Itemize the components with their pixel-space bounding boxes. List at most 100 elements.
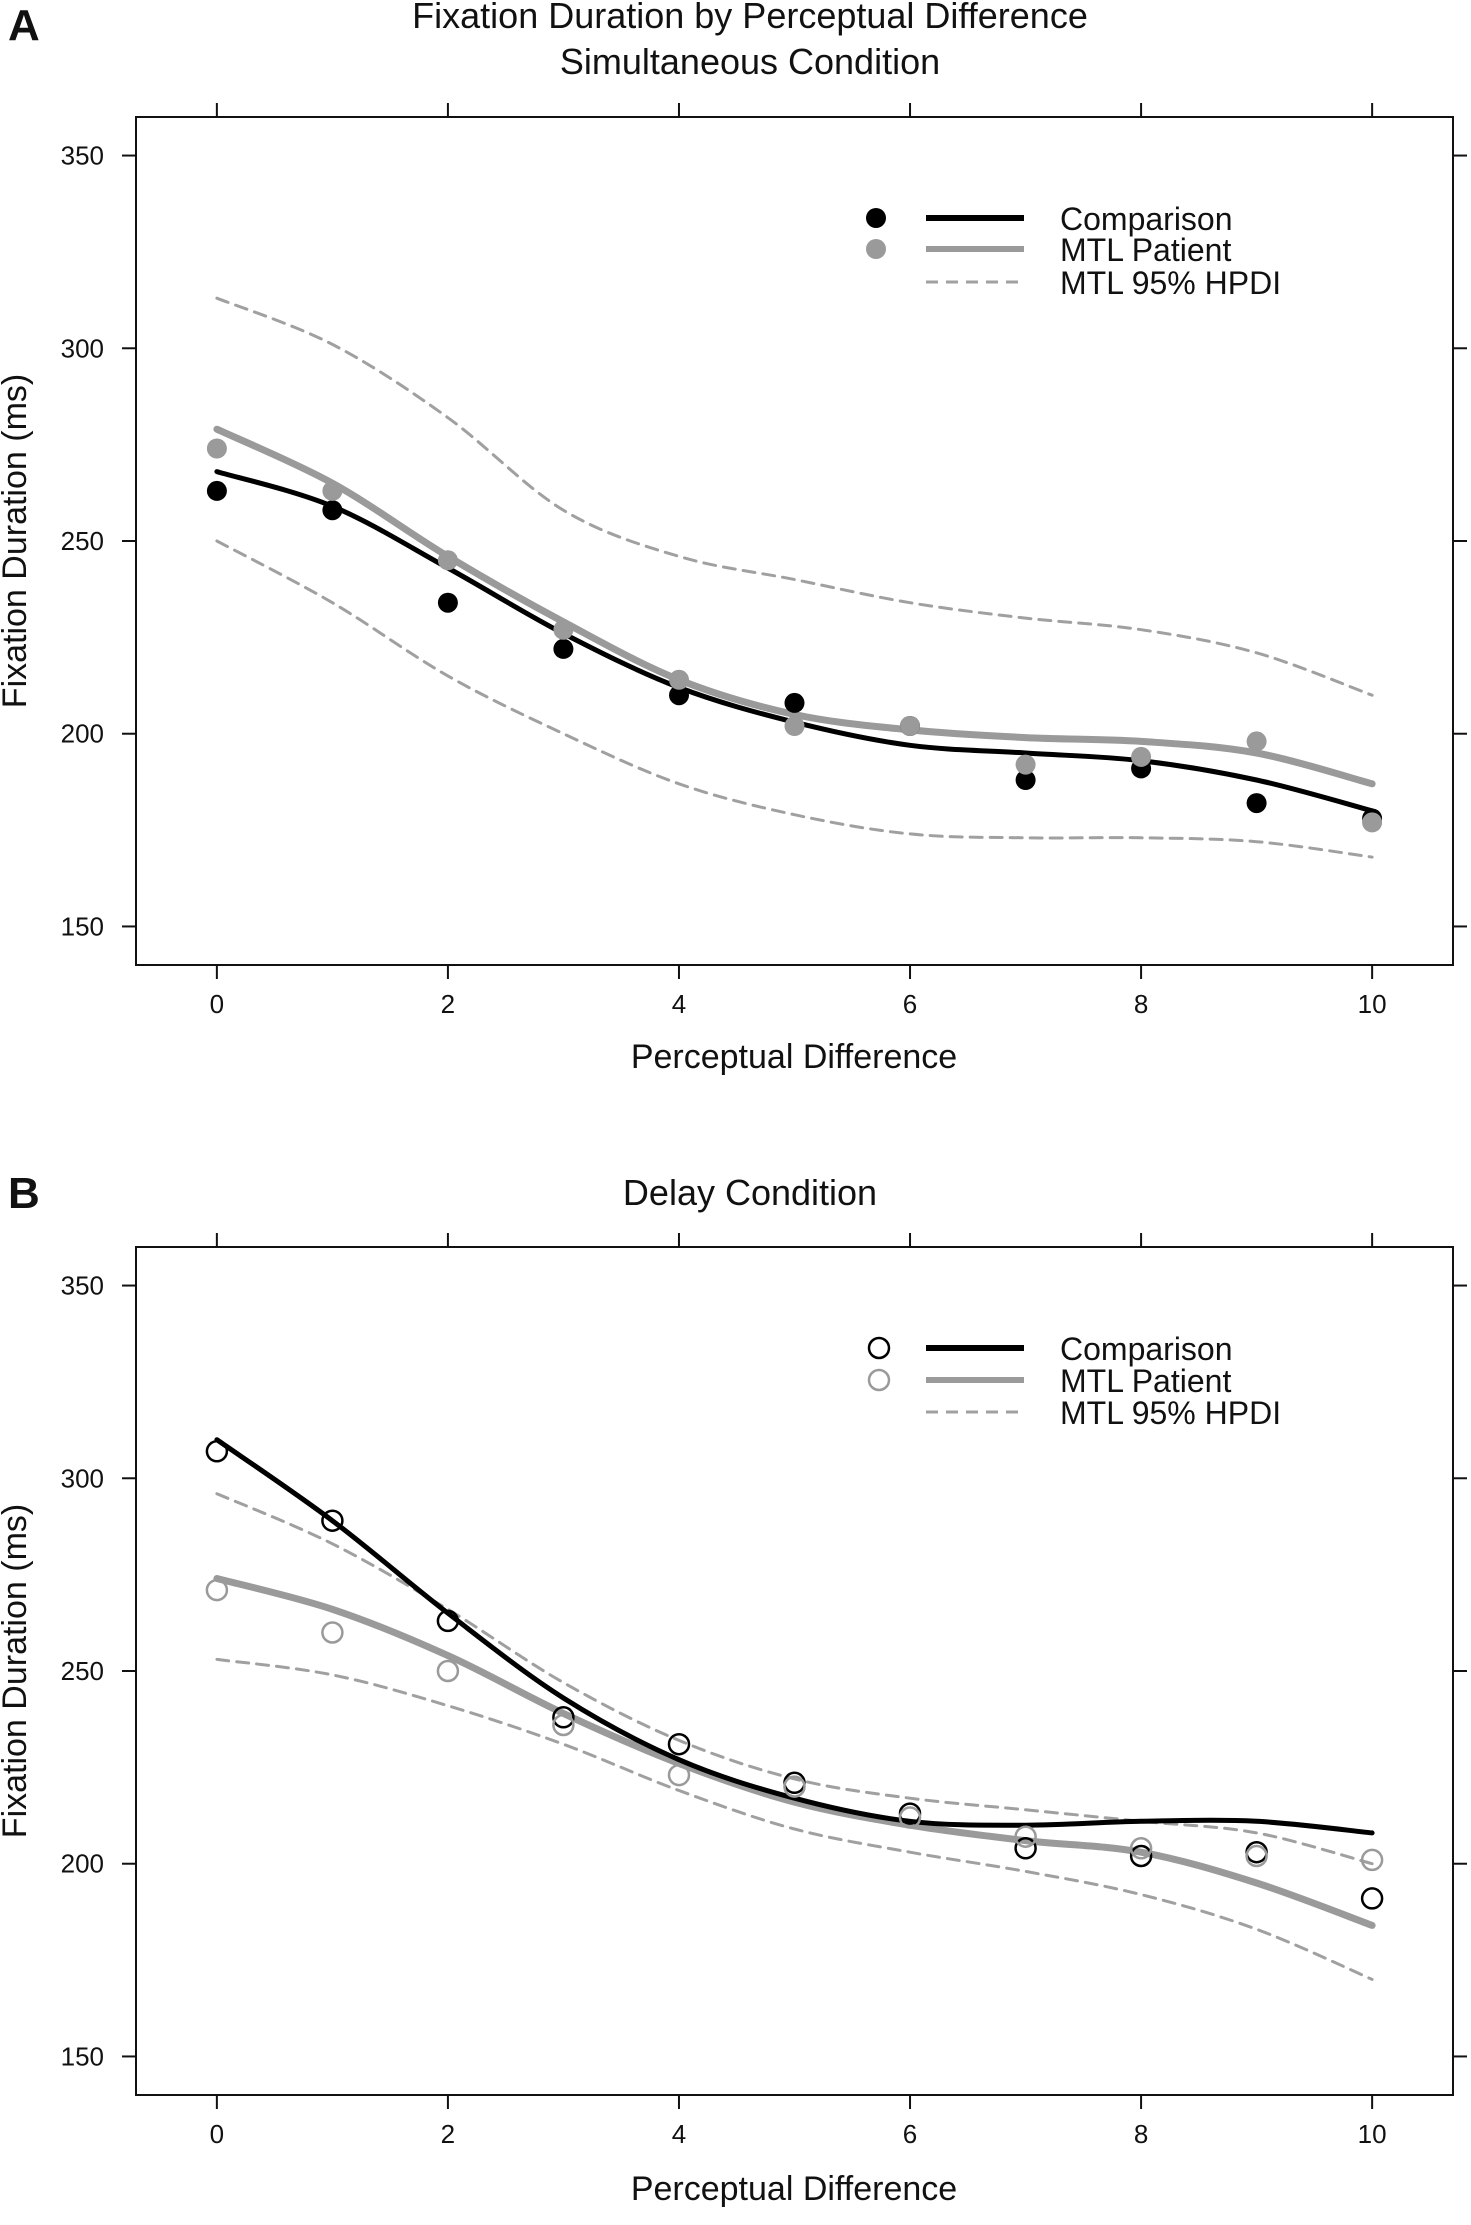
panel-a-title-line-2: Simultaneous Condition xyxy=(560,41,940,82)
panel-b: B Delay Condition 0 2 4 6 8 10 150 200 2… xyxy=(0,1169,1467,2208)
panel-a-y-tick-label-200: 200 xyxy=(61,719,104,749)
panel-b-curve-comparison xyxy=(214,1437,1375,1836)
panel-a-y-tick-label-250: 250 xyxy=(61,526,104,556)
panel-b-mtl-point-0 xyxy=(205,1578,229,1602)
panel-b-curve-mtl-95-hpdi-upper xyxy=(215,1492,1374,1866)
panel-a-comparison-point-2 xyxy=(437,592,458,613)
panel-b-mtl-point-7 xyxy=(1014,1825,1037,1848)
panel-a-mtl-point-8 xyxy=(1131,746,1152,767)
panel-a-legend: Comparison MTL Patient MTL 95% HPDI xyxy=(866,201,1281,301)
panel-a-curve-mtl-95-hpdi-upper xyxy=(215,296,1374,697)
panel-b-comparison-point-2 xyxy=(436,1609,460,1633)
panel-b-x-tick-label-8: 8 xyxy=(1134,2119,1148,2149)
panel-b-ticks xyxy=(122,1233,1467,2109)
panel-a-curves xyxy=(213,296,1376,859)
panel-a-comparison-point-4 xyxy=(669,685,689,706)
panel-b-y-tick-label-200: 200 xyxy=(61,1849,104,1879)
panel-b-curve-mtl-patient xyxy=(213,1575,1376,1929)
panel-a-y-axis-label: Fixation Duration (ms) xyxy=(0,374,34,708)
panel-b-legend-comparison-marker xyxy=(867,1336,891,1360)
panel-a-mtl-point-4 xyxy=(669,669,689,690)
panel-a-mtl-point-10 xyxy=(1362,812,1383,833)
panel-b-title-line-1: Delay Condition xyxy=(623,1172,877,1213)
panel-a-mtl-point-6 xyxy=(900,716,920,736)
panel-a-comparison-point-7 xyxy=(1015,770,1036,790)
panel-a-curve-mtl-patient xyxy=(213,425,1376,788)
panel-a-plot-frame xyxy=(135,116,1454,966)
panel-b-mtl-point-5 xyxy=(783,1775,806,1798)
panel-b-comparison-point-1 xyxy=(321,1509,344,1532)
panel-a-x-tick-label-4: 4 xyxy=(672,989,686,1019)
panel-b-y-tick-label-150: 150 xyxy=(61,2041,104,2071)
panel-b-y-tick-label-350: 350 xyxy=(61,1271,104,1301)
panel-b-y-tick-labels: 150 200 250 300 350 xyxy=(61,1271,104,2072)
panel-b-points xyxy=(205,1440,1384,1910)
panel-b-legend-mtl-marker xyxy=(867,1368,891,1392)
panel-b-mtl-point-3 xyxy=(552,1713,575,1737)
panel-b-x-tick-label-6: 6 xyxy=(903,2119,917,2149)
panel-b-legend: Comparison MTL Patient MTL 95% HPDI xyxy=(867,1331,1281,1431)
panel-a-comparison-point-5 xyxy=(784,692,805,713)
panel-b-mtl-point-6 xyxy=(898,1806,922,1829)
panel-a-x-tick-label-2: 2 xyxy=(441,989,455,1019)
panel-b-mtl-point-4 xyxy=(667,1763,691,1787)
panel-b-mtl-point-8 xyxy=(1129,1837,1153,1860)
panel-a-ticks xyxy=(122,103,1467,979)
panel-b-comparison-point-0 xyxy=(205,1440,229,1463)
panel-a-legend-mtl-marker xyxy=(866,239,886,259)
panel-a-points xyxy=(206,438,1383,833)
panel-b-comparison-point-4 xyxy=(667,1732,691,1756)
panel-a-x-tick-label-0: 0 xyxy=(210,989,224,1019)
panel-a-mtl-point-2 xyxy=(437,550,458,571)
panel-a-comparison-point-3 xyxy=(553,638,574,659)
panel-a-legend-mtl-label: MTL Patient xyxy=(1060,232,1231,268)
panel-b-comparison-point-7 xyxy=(1014,1837,1037,1860)
panel-b-y-tick-label-300: 300 xyxy=(61,1463,104,1493)
panel-b-letter: B xyxy=(8,1169,40,1218)
panel-b-mtl-point-9 xyxy=(1245,1844,1268,1868)
panel-b-x-axis-label: Perceptual Difference xyxy=(631,2170,957,2208)
panel-a-title-line-1: Fixation Duration by Perceptual Differen… xyxy=(412,0,1088,36)
panel-a-y-tick-label-300: 300 xyxy=(61,333,104,363)
panel-a-x-tick-label-6: 6 xyxy=(903,989,917,1019)
panel-b-x-tick-label-10: 10 xyxy=(1358,2119,1387,2149)
panel-a-x-tick-label-8: 8 xyxy=(1134,989,1148,1019)
panel-a-curve-mtl-95-hpdi-lower xyxy=(215,539,1374,859)
panel-a-comparison-point-1 xyxy=(322,500,343,521)
panel-b-curves xyxy=(213,1437,1376,1981)
panel-b-mtl-point-1 xyxy=(321,1621,344,1644)
panel-b-x-tick-labels: 0 2 4 6 8 10 xyxy=(210,2119,1387,2149)
panel-a-comparison-point-0 xyxy=(206,480,227,501)
panel-a-legend-comparison-marker xyxy=(866,208,886,228)
panel-a-letter: A xyxy=(8,1,40,50)
panel-a-x-axis-label: Perceptual Difference xyxy=(631,1038,957,1076)
panel-a-y-tick-labels: 150 200 250 300 350 xyxy=(61,141,104,942)
panel-b-x-tick-label-4: 4 xyxy=(672,2119,686,2149)
panel-b-plot-frame xyxy=(135,1246,1454,2096)
panel-a-y-tick-label-350: 350 xyxy=(61,141,104,171)
panel-b-curve-mtl-95-hpdi-lower xyxy=(215,1657,1374,1981)
panel-b-x-tick-label-0: 0 xyxy=(210,2119,224,2149)
panel-a-comparison-point-9 xyxy=(1246,793,1267,814)
panel-a: A Fixation Duration by Perceptual Differ… xyxy=(0,0,1467,1076)
panel-b-comparison-point-10 xyxy=(1360,1887,1384,1910)
panel-a-legend-comparison-label: Comparison xyxy=(1060,201,1233,237)
panel-b-legend-mtl-label: MTL Patient xyxy=(1060,1363,1231,1399)
panel-b-comparison-point-3 xyxy=(552,1706,575,1729)
panel-a-mtl-point-7 xyxy=(1015,754,1036,775)
panel-a-y-tick-label-150: 150 xyxy=(61,911,104,941)
panel-a-mtl-point-3 xyxy=(553,619,574,640)
panel-a-mtl-point-1 xyxy=(322,480,343,501)
panel-b-y-tick-label-250: 250 xyxy=(61,1656,104,1686)
panel-b-x-tick-label-2: 2 xyxy=(441,2119,455,2149)
panel-a-mtl-point-0 xyxy=(206,438,227,459)
panel-a-x-tick-labels: 0 2 4 6 8 10 xyxy=(210,989,1387,1019)
panel-b-comparison-point-8 xyxy=(1129,1844,1153,1868)
panel-b-mtl-point-10 xyxy=(1360,1848,1384,1872)
panel-b-y-axis-label: Fixation Duration (ms) xyxy=(0,1504,34,1838)
panel-a-mtl-point-5 xyxy=(784,716,805,736)
panel-a-legend-hpdi-label: MTL 95% HPDI xyxy=(1060,265,1281,301)
panel-b-mtl-point-2 xyxy=(436,1659,460,1683)
panel-b-legend-comparison-label: Comparison xyxy=(1060,1331,1233,1367)
